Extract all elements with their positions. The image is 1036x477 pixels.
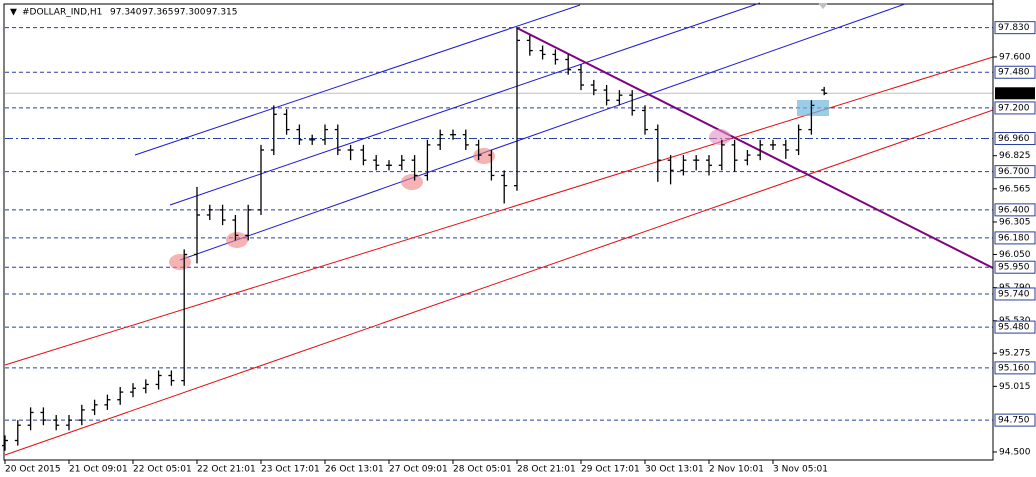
y-tick-label: 97.600	[999, 52, 1031, 62]
highlight	[797, 100, 829, 116]
x-tick-label: 22 Oct 05:01	[133, 465, 192, 475]
level-label: 96.960	[998, 134, 1030, 144]
x-tick-label: 23 Oct 17:01	[261, 465, 320, 475]
x-tick-label: 29 Oct 17:01	[581, 465, 640, 475]
x-tick-label: 28 Oct 05:01	[453, 465, 512, 475]
symbol: #DOLLAR_IND,H1	[22, 8, 102, 18]
level-label-box	[994, 320, 1036, 334]
header-high: 97.365	[142, 8, 174, 18]
level-label: 97.830	[998, 23, 1030, 33]
level-label: 97.480	[998, 68, 1030, 78]
x-tick-label: 3 Nov 05:01	[773, 465, 828, 475]
header-low: 97.300	[174, 8, 206, 18]
level-label-box	[994, 260, 1036, 274]
price-label: 97.315	[998, 89, 1030, 99]
trendlines	[4, 2, 994, 456]
y-tick-label: 96.050	[999, 250, 1031, 260]
level-label: 96.180	[998, 233, 1030, 243]
level-label-box	[994, 413, 1036, 427]
level-label-box	[994, 203, 1036, 217]
level-label: 96.400	[998, 205, 1030, 215]
level-label: 95.160	[998, 363, 1030, 373]
level-label: 94.750	[998, 416, 1030, 426]
x-tick-label: 27 Oct 09:01	[389, 465, 448, 475]
level-label-box	[994, 287, 1036, 301]
channel-line	[134, 4, 581, 156]
level-label: 95.740	[998, 289, 1030, 299]
level-label-box	[994, 65, 1036, 79]
y-tick-label: 95.015	[999, 382, 1031, 392]
x-tick-label: 30 Oct 13:01	[645, 465, 704, 475]
x-tick-label: 2 Nov 10:01	[709, 465, 764, 475]
channel-line	[169, 2, 761, 206]
level-label-box	[994, 132, 1036, 146]
trend-line	[516, 27, 994, 269]
y-tick-label: 96.305	[999, 217, 1031, 227]
shift-marker	[818, 3, 828, 9]
level-label: 95.950	[998, 263, 1030, 273]
header-arrow: ▼	[10, 8, 17, 18]
highlight	[169, 254, 191, 270]
level-label: 95.480	[998, 323, 1030, 333]
channel-line	[4, 109, 994, 456]
x-tick-label: 22 Oct 21:01	[197, 465, 256, 475]
x-tick-label: 26 Oct 13:01	[325, 465, 384, 475]
y-tick-label: 95.275	[999, 349, 1031, 359]
level-label: 96.700	[998, 167, 1030, 177]
price-label-box	[995, 87, 1035, 100]
header-open: 97.340	[110, 8, 142, 18]
level-label-box	[994, 361, 1036, 375]
level-label-box	[994, 165, 1036, 179]
level-label-box	[994, 21, 1036, 35]
level-label: 97.200	[998, 103, 1030, 113]
highlight	[709, 129, 731, 145]
level-label-box	[994, 101, 1036, 115]
level-label-box	[994, 231, 1036, 245]
y-tick-label: 94.500	[999, 447, 1031, 457]
x-tick-label: 21 Oct 09:01	[69, 465, 128, 475]
y-tick-label: 96.825	[999, 151, 1031, 161]
channel-line	[179, 3, 906, 261]
x-tick-label: 20 Oct 2015	[5, 465, 61, 475]
x-tick-label: 28 Oct 21:01	[517, 465, 576, 475]
highlight	[401, 174, 423, 190]
header-close: 97.315	[206, 8, 238, 18]
y-tick-label: 96.565	[999, 184, 1031, 194]
highlight	[226, 232, 248, 248]
